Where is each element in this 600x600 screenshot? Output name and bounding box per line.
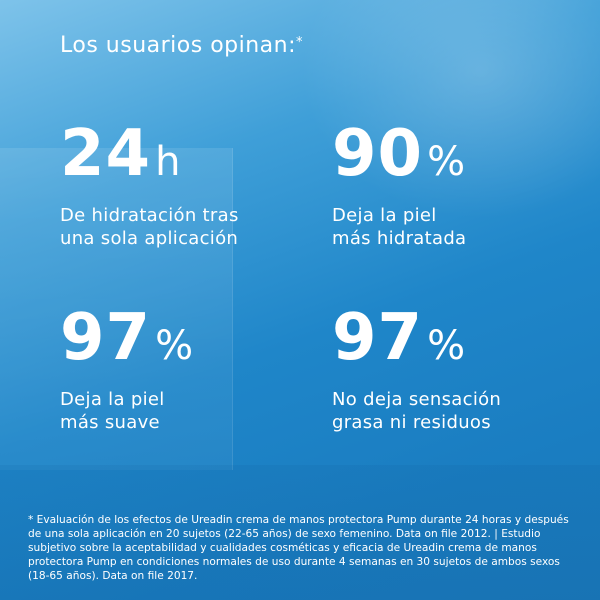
stat-description-line: más hidratada (332, 228, 467, 249)
stat-description-line: No deja sensación (332, 389, 502, 410)
stat-unit: % (427, 323, 467, 369)
stat-unit: h (155, 139, 182, 185)
stat-value: 97% (332, 306, 582, 378)
page-title-text: Los usuarios opinan: (60, 33, 297, 58)
stat-more-hydrated: 90% Deja la piel más hidratada (332, 122, 582, 250)
page-title: Los usuarios opinan:* (60, 33, 303, 58)
stat-description: Deja la piel más hidratada (332, 204, 582, 250)
stat-unit: % (427, 139, 467, 185)
background-floor-shape (0, 465, 600, 600)
stat-hydration-hours: 24 h De hidratación tras una sola aplicac… (60, 122, 310, 250)
stat-description: Deja la piel más suave (60, 388, 310, 434)
stat-softer-skin: 97% Deja la piel más suave (60, 306, 310, 434)
stat-non-greasy: 97% No deja sensación grasa ni residuos (332, 306, 582, 434)
stat-value: 24 h (60, 122, 310, 194)
stat-number: 90 (332, 117, 424, 191)
footnote-text: * Evaluación de los efectos de Ureadin c… (28, 514, 569, 582)
stat-unit: % (155, 323, 195, 369)
stat-description-line: más suave (60, 412, 160, 433)
stat-description: De hidratación tras una sola aplicación (60, 204, 310, 250)
stat-description-line: grasa ni residuos (332, 412, 491, 433)
stat-number: 24 (60, 117, 152, 191)
stat-description: No deja sensación grasa ni residuos (332, 388, 582, 434)
stat-description-line: De hidratación tras (60, 205, 239, 226)
footnote-marker: * (296, 35, 304, 50)
stat-description-line: Deja la piel (332, 205, 437, 226)
stat-number: 97 (60, 301, 152, 375)
background-product-shape (0, 148, 233, 470)
stat-number: 97 (332, 301, 424, 375)
stat-value: 97% (60, 306, 310, 378)
stat-value: 90% (332, 122, 582, 194)
stat-description-line: una sola aplicación (60, 228, 239, 249)
stat-description-line: Deja la piel (60, 389, 165, 410)
